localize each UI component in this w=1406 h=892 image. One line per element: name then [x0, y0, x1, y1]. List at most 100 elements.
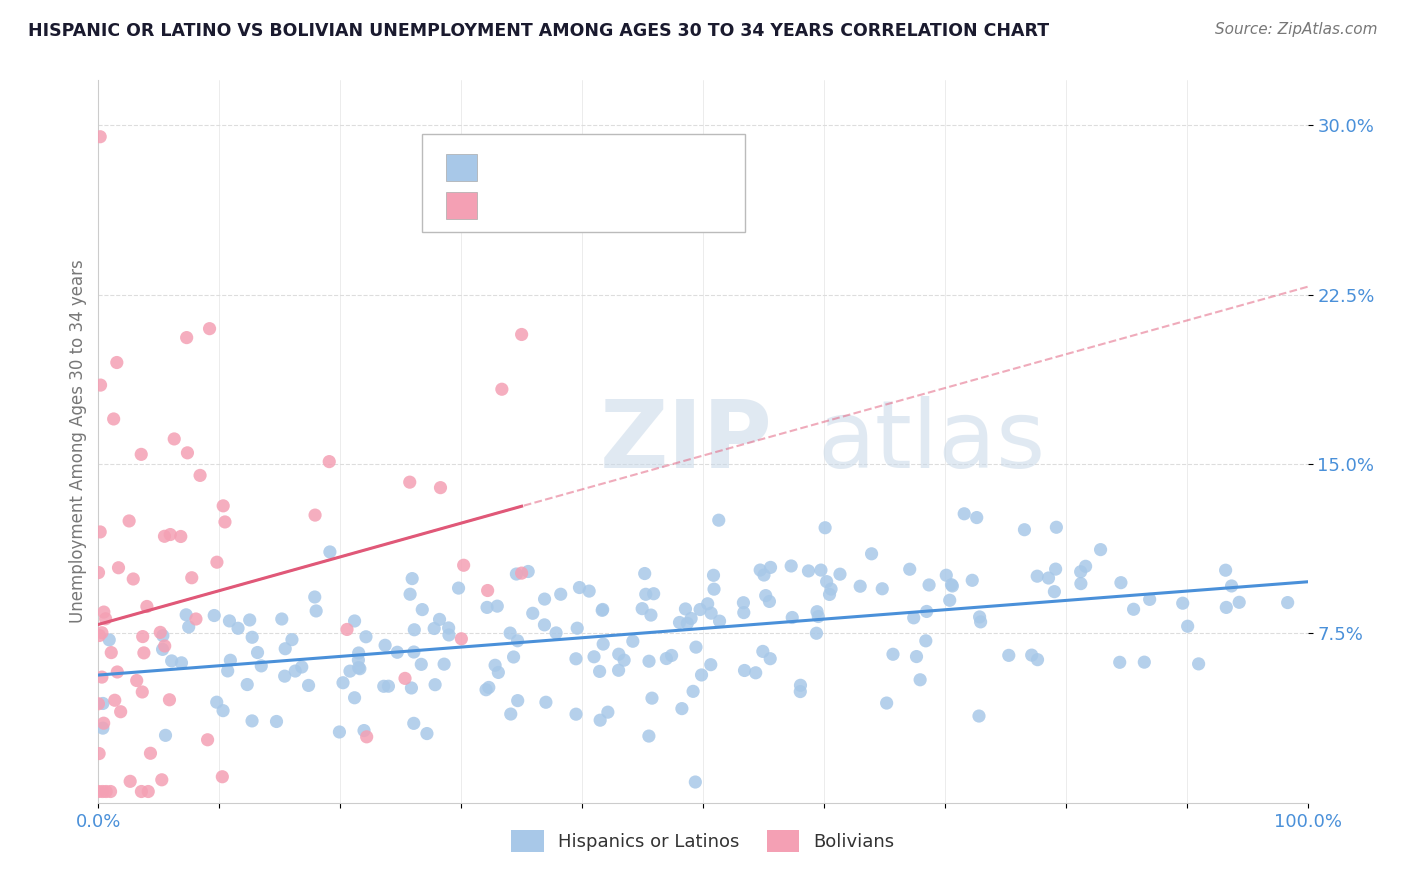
Text: HISPANIC OR LATINO VS BOLIVIAN UNEMPLOYMENT AMONG AGES 30 TO 34 YEARS CORRELATIO: HISPANIC OR LATINO VS BOLIVIAN UNEMPLOYM… — [28, 22, 1049, 40]
Point — [1188, 657, 1211, 671]
Point — [510, 566, 533, 581]
Point — [98, 632, 121, 647]
Point — [475, 682, 498, 697]
Point — [953, 507, 976, 521]
Point — [100, 646, 122, 660]
Point — [1277, 596, 1299, 610]
Point — [107, 560, 129, 574]
Point — [758, 594, 780, 608]
Point — [356, 730, 378, 744]
Point — [402, 716, 425, 731]
Point — [411, 602, 433, 616]
Point — [131, 685, 153, 699]
Point — [132, 630, 155, 644]
Point — [239, 613, 262, 627]
Point — [1122, 602, 1144, 616]
Point — [328, 725, 350, 739]
Point — [437, 628, 460, 642]
Point — [284, 664, 307, 678]
Point — [132, 646, 155, 660]
Point — [105, 355, 128, 369]
Point — [685, 775, 707, 789]
Point — [486, 665, 509, 680]
Point — [534, 695, 557, 709]
Point — [416, 726, 439, 740]
Point — [90, 378, 112, 392]
Point — [641, 691, 664, 706]
Point — [180, 571, 202, 585]
Point — [486, 599, 509, 614]
Point — [903, 611, 925, 625]
Point — [1133, 655, 1156, 669]
Point — [205, 695, 228, 709]
Point — [565, 707, 588, 722]
Point — [87, 697, 110, 711]
Point — [806, 605, 828, 619]
Point — [789, 678, 811, 692]
Point — [87, 566, 110, 580]
Point — [91, 721, 114, 735]
Point — [638, 729, 661, 743]
Point — [212, 499, 235, 513]
Point — [398, 475, 420, 490]
Point — [908, 673, 931, 687]
Point — [661, 648, 683, 663]
Point — [343, 690, 366, 705]
Point — [319, 545, 342, 559]
Point — [914, 633, 936, 648]
Point — [1070, 565, 1092, 579]
Point — [744, 665, 766, 680]
Point — [354, 630, 377, 644]
Point — [941, 578, 963, 592]
Point — [671, 701, 693, 715]
Point — [759, 560, 782, 574]
Point — [139, 746, 162, 760]
Point — [484, 658, 506, 673]
Point — [643, 587, 665, 601]
Point — [702, 568, 724, 582]
Point — [592, 637, 614, 651]
Point — [343, 614, 366, 628]
Point — [373, 679, 395, 693]
Point — [1043, 584, 1066, 599]
Point — [377, 679, 399, 693]
Point — [690, 668, 713, 682]
Point — [797, 564, 820, 578]
Point — [450, 632, 472, 646]
Point — [1227, 595, 1250, 609]
Point — [136, 784, 159, 798]
Point — [522, 607, 544, 621]
Point — [104, 693, 127, 707]
Point — [336, 623, 359, 637]
Point — [212, 704, 235, 718]
Point — [91, 784, 114, 798]
Point — [828, 567, 851, 582]
Point — [402, 645, 425, 659]
Point — [90, 625, 112, 640]
Point — [607, 663, 630, 677]
Point — [898, 562, 921, 576]
Point — [297, 678, 319, 692]
Point — [915, 604, 938, 618]
Point — [1021, 648, 1043, 662]
Point — [675, 602, 697, 616]
Y-axis label: Unemployment Among Ages 30 to 34 years: Unemployment Among Ages 30 to 34 years — [69, 260, 87, 624]
Text: atlas: atlas — [818, 395, 1046, 488]
Point — [305, 604, 328, 618]
Point — [565, 652, 588, 666]
Point — [240, 630, 263, 644]
Point — [250, 659, 273, 673]
Point — [401, 572, 423, 586]
Point — [89, 524, 111, 539]
Point — [685, 640, 707, 654]
Point — [938, 593, 960, 607]
Point — [918, 578, 941, 592]
Point — [129, 447, 152, 461]
Point — [780, 558, 803, 573]
Point — [159, 692, 181, 706]
Point — [567, 621, 589, 635]
Legend: Hispanics or Latinos, Bolivians: Hispanics or Latinos, Bolivians — [503, 822, 903, 859]
Point — [533, 618, 555, 632]
Point — [96, 784, 118, 798]
Point — [159, 527, 181, 541]
